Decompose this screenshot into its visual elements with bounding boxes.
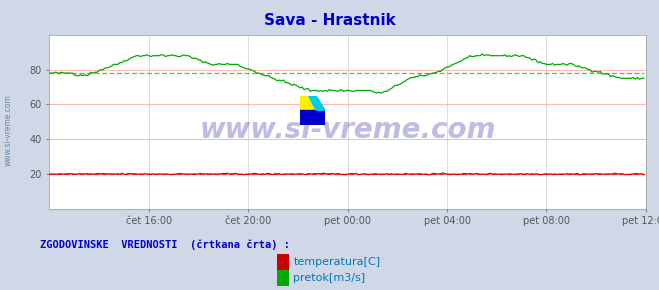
Text: temperatura[C]: temperatura[C] [293, 258, 380, 267]
Text: ZGODOVINSKE  VREDNOSTI  (črtkana črta) :: ZGODOVINSKE VREDNOSTI (črtkana črta) : [40, 240, 289, 250]
Polygon shape [300, 96, 325, 125]
Text: www.si-vreme.com: www.si-vreme.com [3, 95, 13, 166]
Text: pretok[m3/s]: pretok[m3/s] [293, 273, 365, 283]
Polygon shape [308, 96, 325, 110]
Text: Sava - Hrastnik: Sava - Hrastnik [264, 13, 395, 28]
Polygon shape [300, 110, 325, 125]
Text: www.si-vreme.com: www.si-vreme.com [200, 117, 496, 144]
